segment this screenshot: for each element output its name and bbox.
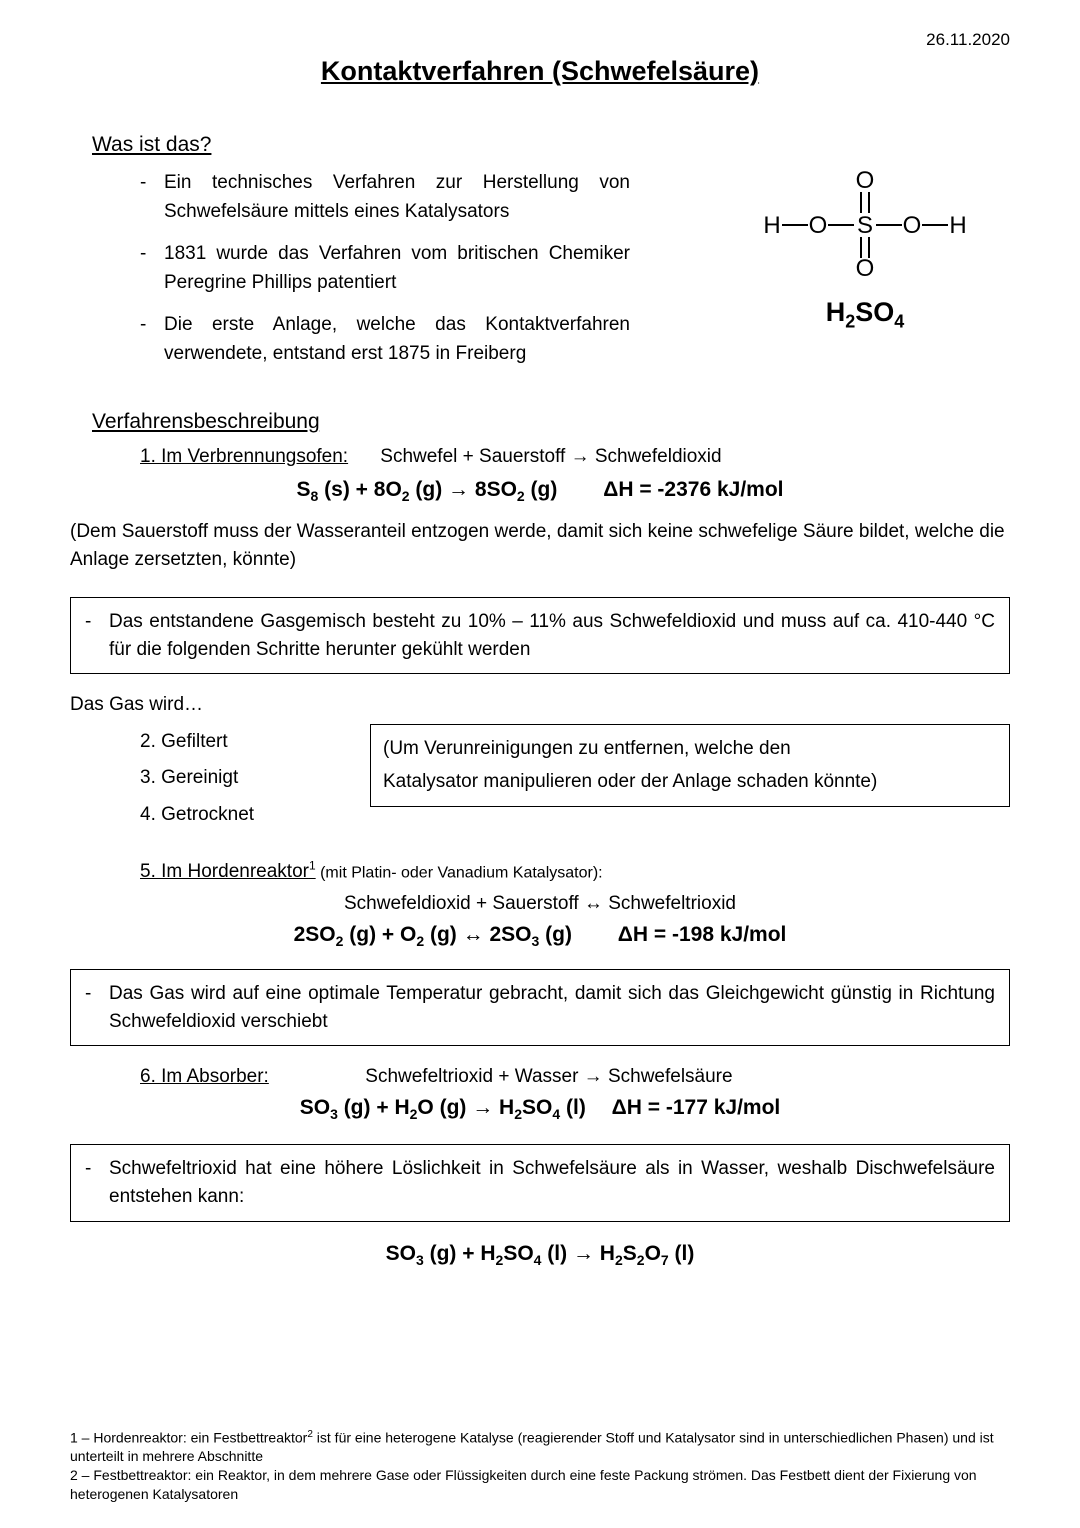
- equation-2: 2SO2 (g) + O2 (g) ↔ 2SO3 (g) ΔH = -198 k…: [70, 923, 1010, 949]
- footnotes: 1 – Hordenreaktor: ein Festbettreaktor2 …: [70, 1428, 1010, 1504]
- eq3-dh: ΔH = -177 kJ/mol: [612, 1096, 781, 1120]
- eq2-dh: ΔH = -198 kJ/mol: [618, 923, 787, 947]
- svg-text:O: O: [809, 212, 828, 239]
- oxygen-note: (Dem Sauerstoff muss der Wasseranteil en…: [70, 518, 1010, 573]
- step1-line: 1. Im Verbrennungsofen: Schwefel + Sauer…: [140, 446, 1010, 468]
- step6-label: 6. Im Absorber:: [140, 1066, 360, 1088]
- step5-prefix: 5. Im Hordenreaktor: [140, 861, 309, 882]
- bullet-dash: -: [140, 240, 164, 297]
- eq1-formula: S8 (s) + 8O2 (g) → 8SO2 (g): [297, 478, 558, 501]
- gas-steps-list: 2. Gefiltert 3. Gereinigt 4. Getrocknet: [140, 724, 350, 832]
- page-title: Kontaktverfahren (Schwefelsäure): [70, 56, 1010, 87]
- step6-word-eq: Schwefeltrioxid + Wasser → Schwefelsäure: [365, 1066, 732, 1087]
- step5-superscript: 1: [309, 859, 316, 873]
- section-process-heading: Verfahrensbeschreibung: [92, 410, 1010, 434]
- svg-text:H: H: [949, 212, 966, 239]
- svg-text:H: H: [763, 212, 780, 239]
- box1-text: Das entstandene Gasgemisch besteht zu 10…: [109, 608, 995, 663]
- gas-purpose-box: (Um Verunreinigungen zu entfernen, welch…: [370, 724, 1010, 807]
- step5-suffix: (mit Platin- oder Vanadium Katalysator):: [316, 864, 603, 881]
- info-box-2: - Das Gas wird auf eine optimale Tempera…: [70, 969, 1010, 1046]
- step-4: 4. Getrocknet: [140, 797, 350, 833]
- bullet-item: - Die erste Anlage, welche das Kontaktve…: [140, 311, 630, 368]
- svg-text:O: O: [903, 212, 922, 239]
- equation-3: SO3 (g) + H2O (g) → H2SO4 (l) ΔH = -177 …: [70, 1096, 1010, 1122]
- eq2-formula: 2SO2 (g) + O2 (g) ↔ 2SO3 (g): [294, 923, 572, 946]
- box-dash: -: [85, 980, 109, 1035]
- box-dash: -: [85, 1155, 109, 1210]
- eq3-formula: SO3 (g) + H2O (g) → H2SO4 (l): [300, 1096, 586, 1119]
- bullet-text: 1831 wurde das Verfahren vom britischen …: [164, 240, 630, 297]
- date-text: 26.11.2020: [70, 30, 1010, 50]
- footnote-2: 2 – Festbettreaktor: ein Reaktor, in dem…: [70, 1466, 1010, 1504]
- eq1-dh: ΔH = -2376 kJ/mol: [603, 478, 783, 502]
- h2so4-structure: H O S O H O O H2SO4: [750, 170, 980, 332]
- step6-line: 6. Im Absorber: Schwefeltrioxid + Wasser…: [140, 1066, 1010, 1088]
- bullet-item: - Ein technisches Verfahren zur Herstell…: [140, 169, 630, 226]
- what-bullets: - Ein technisches Verfahren zur Herstell…: [140, 169, 630, 368]
- info-box-1: - Das entstandene Gasgemisch besteht zu …: [70, 597, 1010, 674]
- eq4-formula: SO3 (g) + H2SO4 (l) → H2S2O7 (l): [386, 1242, 695, 1265]
- svg-text:S: S: [857, 212, 873, 239]
- step1-word-eq: Schwefel + Sauerstoff → Schwefeldioxid: [380, 446, 721, 467]
- step-2: 2. Gefiltert: [140, 724, 350, 760]
- bullet-dash: -: [140, 169, 164, 226]
- box2-text: Das Gas wird auf eine optimale Temperatu…: [109, 980, 995, 1035]
- footnote-1: 1 – Hordenreaktor: ein Festbettreaktor2 …: [70, 1428, 1010, 1466]
- bullet-text: Ein technisches Verfahren zur Herstellun…: [164, 169, 630, 226]
- equation-1: S8 (s) + 8O2 (g) → 8SO2 (g) ΔH = -2376 k…: [70, 478, 1010, 504]
- gas-wird-text: Das Gas wird…: [70, 694, 1010, 716]
- document-page: 26.11.2020 Kontaktverfahren (Schwefelsäu…: [0, 0, 1080, 1528]
- step5-line: 5. Im Hordenreaktor1 (mit Platin- oder V…: [140, 859, 1010, 883]
- gas-list-area: 2. Gefiltert 3. Gereinigt 4. Getrocknet …: [140, 724, 1010, 832]
- svg-text:O: O: [856, 255, 875, 280]
- bullet-item: - 1831 wurde das Verfahren vom britische…: [140, 240, 630, 297]
- h2so4-formula-label: H2SO4: [750, 297, 980, 332]
- box-dash: -: [85, 608, 109, 663]
- bullet-dash: -: [140, 311, 164, 368]
- bullet-text: Die erste Anlage, welche das Kontaktverf…: [164, 311, 630, 368]
- gas-box-line2: Katalysator manipulieren oder der Anlage…: [383, 766, 997, 798]
- box3-text: Schwefeltrioxid hat eine höhere Löslichk…: [109, 1155, 995, 1210]
- equation-4: SO3 (g) + H2SO4 (l) → H2S2O7 (l): [70, 1242, 1010, 1268]
- h2so4-svg: H O S O H O O: [760, 170, 970, 280]
- step-3: 3. Gereinigt: [140, 760, 350, 796]
- step1-label: 1. Im Verbrennungsofen:: [140, 446, 375, 468]
- section-what-heading: Was ist das?: [92, 133, 1010, 157]
- step5-word-eq: Schwefeldioxid + Sauerstoff ↔ Schwefeltr…: [70, 893, 1010, 915]
- svg-text:O: O: [856, 170, 875, 194]
- gas-box-line1: (Um Verunreinigungen zu entfernen, welch…: [383, 733, 997, 765]
- info-box-3: - Schwefeltrioxid hat eine höhere Löslic…: [70, 1144, 1010, 1221]
